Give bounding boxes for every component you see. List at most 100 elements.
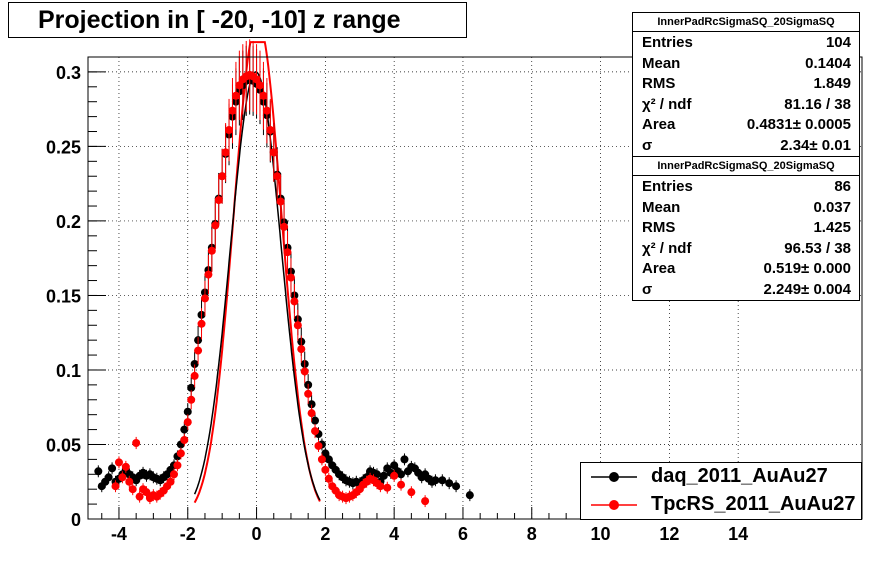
stats-value: 0.519± 0.000 (763, 260, 851, 278)
stats-value: 96.53 / 38 (784, 239, 851, 257)
data-point-tpcrs (228, 106, 237, 115)
stats-key: σ (642, 136, 653, 154)
data-point-tpcrs (259, 91, 268, 100)
legend-label: daq_2011_AuAu27 (651, 465, 828, 487)
data-point-tpcrs (180, 436, 189, 445)
data-point-tpcrs (273, 172, 282, 181)
plot-title: Projection in [ -20, -10] z range (8, 2, 467, 38)
data-point-tpcrs (324, 474, 333, 483)
data-point-tpcrs (269, 148, 278, 157)
y-tick-label: 0 (71, 510, 81, 530)
stats-value: 104 (825, 34, 851, 51)
data-point-tpcrs (262, 106, 271, 115)
data-point-tpcrs (235, 81, 244, 90)
stats-value: 1.425 (813, 219, 851, 237)
x-tick-label: 4 (389, 524, 399, 544)
data-point-daq (445, 479, 454, 488)
data-point-tpcrs (225, 126, 234, 135)
stats-row-rms: RMS 1.425 (633, 217, 859, 238)
data-point-tpcrs (166, 477, 175, 486)
stats-key: RMS (642, 219, 676, 237)
x-tick-label: -4 (111, 524, 127, 544)
stats-row-sigma: σ 2.249± 0.004 (633, 279, 859, 300)
data-point-tpcrs (194, 346, 203, 355)
data-point-tpcrs (211, 221, 220, 230)
x-tick-label: 2 (320, 524, 330, 544)
data-point-tpcrs (132, 438, 141, 447)
stats-value: 1.849 (813, 75, 851, 93)
data-point-tpcrs (407, 488, 416, 497)
stats-value: 0.037 (813, 198, 851, 216)
stats-value: 86 (834, 178, 851, 195)
y-tick-label: 0.15 (46, 286, 81, 306)
stats-row-rms: RMS 1.849 (633, 73, 859, 94)
data-point-daq (183, 407, 192, 416)
data-point-tpcrs (297, 345, 306, 354)
data-point-tpcrs (421, 497, 430, 506)
data-point-tpcrs (397, 480, 406, 489)
stats-key: Mean (642, 198, 681, 216)
data-point-daq (324, 455, 333, 464)
stats-row-entries: Entries 86 (633, 176, 859, 197)
data-point-tpcrs (125, 477, 134, 486)
fit-curve-tpcrs (193, 41, 321, 504)
legend-marker-tpcrs (591, 500, 637, 510)
y-tick-label: 0.3 (56, 63, 81, 83)
stats-row-area: Area 0.519± 0.000 (633, 258, 859, 279)
data-point-daq (372, 470, 381, 479)
data-point-tpcrs (283, 248, 292, 257)
data-point-tpcrs (135, 492, 144, 501)
data-point-tpcrs (214, 196, 223, 205)
stats-key: χ² / ndf (642, 95, 692, 113)
data-point-tpcrs (114, 458, 123, 467)
x-tick-label: 12 (659, 524, 679, 544)
data-point-daq (108, 464, 117, 473)
data-point-tpcrs (286, 273, 295, 282)
stats-key: Area (642, 116, 676, 134)
fit-curve-daq (193, 71, 321, 501)
data-point-daq (104, 473, 113, 482)
stats-box-tpcrs: InnerPadRcSigmaSQ_20SigmaSQ Entries 86 Me… (632, 156, 860, 301)
stats-key: RMS (642, 75, 676, 93)
y-tick-label: 0.1 (56, 361, 81, 381)
stats-value: 2.34± 0.01 (780, 136, 851, 154)
stats-value: 2.249± 0.004 (763, 280, 851, 298)
data-point-tpcrs (111, 482, 120, 491)
data-point-tpcrs (221, 148, 230, 157)
data-point-tpcrs (231, 91, 240, 100)
fit-curves (193, 41, 321, 504)
data-point-tpcrs (173, 461, 182, 470)
data-point-tpcrs (383, 483, 392, 492)
legend: daq_2011_AuAu27 TpcRS_2011_AuAu27 (580, 462, 862, 520)
data-point-tpcrs (317, 455, 326, 464)
data-point-tpcrs (390, 471, 399, 480)
stats-key: χ² / ndf (642, 239, 692, 257)
data-point-daq (187, 383, 196, 392)
stats-row-entries: Entries 104 (633, 32, 859, 53)
data-point-tpcrs (200, 294, 209, 303)
data-point-daq (311, 416, 320, 425)
stats-key: Entries (642, 34, 693, 51)
stats-key: Area (642, 260, 676, 278)
legend-marker-daq (591, 472, 637, 482)
data-point-tpcrs (170, 470, 178, 479)
data-point-tpcrs (304, 389, 313, 398)
tick-labels: -4 -2 0 2 4 6 8 10 12 14 0 0.05 0.1 0.15 0.2 0.25 0.3 (46, 63, 748, 544)
data-point-tpcrs (290, 297, 299, 306)
data-point-daq (390, 461, 399, 470)
data-point-daq (180, 425, 189, 434)
data-point-tpcrs (128, 485, 137, 494)
y-tick-label: 0.05 (46, 435, 81, 455)
plot-frame (87, 56, 863, 520)
y-tick-label: 0.25 (46, 137, 81, 157)
x-tick-label: 8 (527, 524, 537, 544)
data-point-tpcrs (142, 488, 151, 497)
data-point-daq (431, 476, 440, 485)
stats-box-header: InnerPadRcSigmaSQ_20SigmaSQ (633, 157, 859, 176)
x-tick-label: 0 (252, 524, 262, 544)
legend-item-tpcrs: TpcRS_2011_AuAu27 (581, 491, 861, 519)
x-tick-label: -2 (180, 524, 196, 544)
stats-row-chi2: χ² / ndf 96.53 / 38 (633, 238, 859, 259)
legend-item-daq: daq_2011_AuAu27 (581, 463, 861, 491)
